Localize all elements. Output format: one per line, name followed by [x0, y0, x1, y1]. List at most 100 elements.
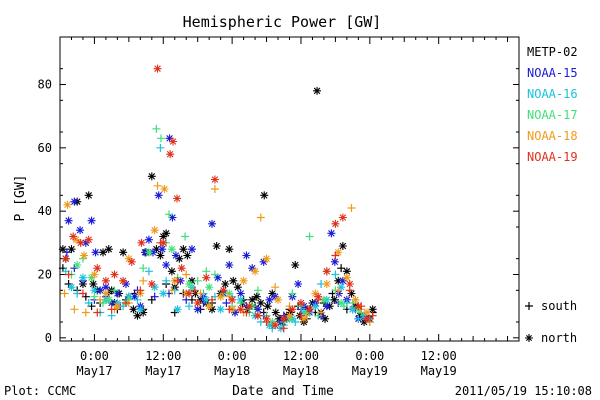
- data-point-north: [119, 248, 128, 257]
- data-point-north: [334, 248, 343, 257]
- x-tick-date-label: May18: [214, 364, 250, 378]
- data-point-north: [162, 261, 171, 269]
- data-point-south: [156, 143, 165, 152]
- data-point-south: [139, 264, 148, 273]
- data-point-south: [347, 204, 356, 212]
- data-point-south: [181, 232, 190, 241]
- data-point-south: [208, 295, 217, 304]
- data-point-north: [263, 302, 272, 311]
- data-point-north: [221, 280, 230, 288]
- data-point-north: [144, 248, 153, 257]
- data-point-north: [322, 302, 331, 311]
- data-point-north: [233, 283, 242, 292]
- legend: METP-02 NOAA-15 NOAA-16 NOAA-17 NOAA-18 NOAA-…: [525, 45, 578, 345]
- data-point-north: [61, 254, 70, 263]
- data-point-north: [327, 229, 336, 238]
- data-point-north: [177, 264, 186, 273]
- data-point-north: [313, 86, 322, 95]
- data-point-north: [348, 305, 357, 314]
- data-point-north: [262, 314, 271, 323]
- data-point-north: [173, 305, 182, 314]
- data-point-south: [93, 308, 102, 317]
- chart-title: Hemispheric Power [GW]: [183, 13, 382, 31]
- data-point-north: [205, 283, 214, 292]
- data-point-north: [354, 302, 363, 311]
- data-point-north: [119, 276, 128, 285]
- data-point-north: [205, 302, 214, 311]
- data-point-north: [104, 295, 113, 304]
- data-point-north: [331, 219, 340, 228]
- data-point-south: [84, 299, 93, 307]
- data-point-north: [156, 251, 165, 260]
- data-point-north: [338, 213, 347, 222]
- data-point-north: [63, 200, 72, 209]
- data-point-north: [236, 305, 245, 314]
- data-point-north: [70, 197, 79, 206]
- data-point-north: [167, 245, 176, 254]
- data-point-south: [296, 311, 305, 320]
- data-point-north: [252, 292, 261, 301]
- data-point-north: [271, 292, 280, 301]
- data-point-north: [253, 305, 262, 314]
- data-point-north: [87, 273, 96, 282]
- data-point-north: [351, 295, 360, 304]
- data-point-north: [169, 137, 178, 146]
- data-point-north: [239, 276, 248, 285]
- data-point-north: [271, 308, 280, 317]
- x-tick-time-label: 0:00: [80, 349, 109, 363]
- data-point-north: [212, 242, 221, 250]
- data-point-south: [64, 270, 73, 279]
- data-point-north: [137, 238, 146, 247]
- data-point-north: [202, 295, 211, 304]
- data-point-north: [216, 292, 225, 301]
- y-tick-label: 60: [38, 141, 52, 155]
- data-point-north: [101, 289, 110, 298]
- data-point-north: [73, 261, 82, 269]
- data-point-north: [299, 314, 308, 323]
- data-point-north: [285, 311, 294, 320]
- data-point-south: [60, 289, 69, 298]
- data-point-north: [225, 261, 234, 269]
- data-point-north: [152, 245, 161, 254]
- legend-entry-noaa-18: NOAA-18: [527, 129, 578, 143]
- data-point-north: [311, 289, 320, 298]
- data-point-north: [153, 64, 162, 73]
- data-point-north: [130, 292, 139, 301]
- data-point-north: [154, 191, 163, 200]
- data-point-north: [216, 305, 225, 314]
- data-point-north: [147, 172, 156, 181]
- data-point-north: [330, 295, 339, 304]
- x-tick-time-label: 12:00: [283, 349, 319, 363]
- data-point-north: [187, 276, 196, 285]
- data-point-north: [314, 292, 323, 301]
- legend-south-marker: [525, 302, 533, 310]
- data-point-south: [331, 270, 340, 279]
- data-point-north: [185, 280, 194, 288]
- data-point-north: [133, 311, 142, 320]
- data-point-north: [58, 245, 67, 254]
- data-point-north: [274, 295, 283, 304]
- legend-entry-noaa-19: NOAA-19: [527, 150, 578, 164]
- data-point-north: [248, 264, 257, 273]
- data-point-north: [101, 283, 110, 292]
- y-tick-label: 40: [38, 204, 52, 218]
- legend-entry-noaa-16: NOAA-16: [527, 87, 578, 101]
- data-point-south: [62, 248, 71, 257]
- data-point-north: [259, 257, 268, 266]
- data-point-north: [110, 270, 119, 279]
- data-point-south: [121, 299, 130, 307]
- data-point-north: [67, 245, 76, 254]
- data-point-north: [89, 280, 98, 288]
- data-point-south: [196, 289, 205, 298]
- legend-entry-noaa-17: NOAA-17: [527, 108, 578, 122]
- data-point-north: [159, 232, 168, 241]
- legend-marker-label-north: north: [541, 331, 577, 345]
- data-point-north: [322, 280, 331, 288]
- data-point-north: [265, 295, 274, 304]
- data-point-north: [337, 283, 346, 292]
- data-point-south: [337, 264, 346, 273]
- data-point-north: [265, 321, 274, 330]
- x-tick-date-label: May18: [283, 364, 319, 378]
- data-point-north: [158, 245, 167, 254]
